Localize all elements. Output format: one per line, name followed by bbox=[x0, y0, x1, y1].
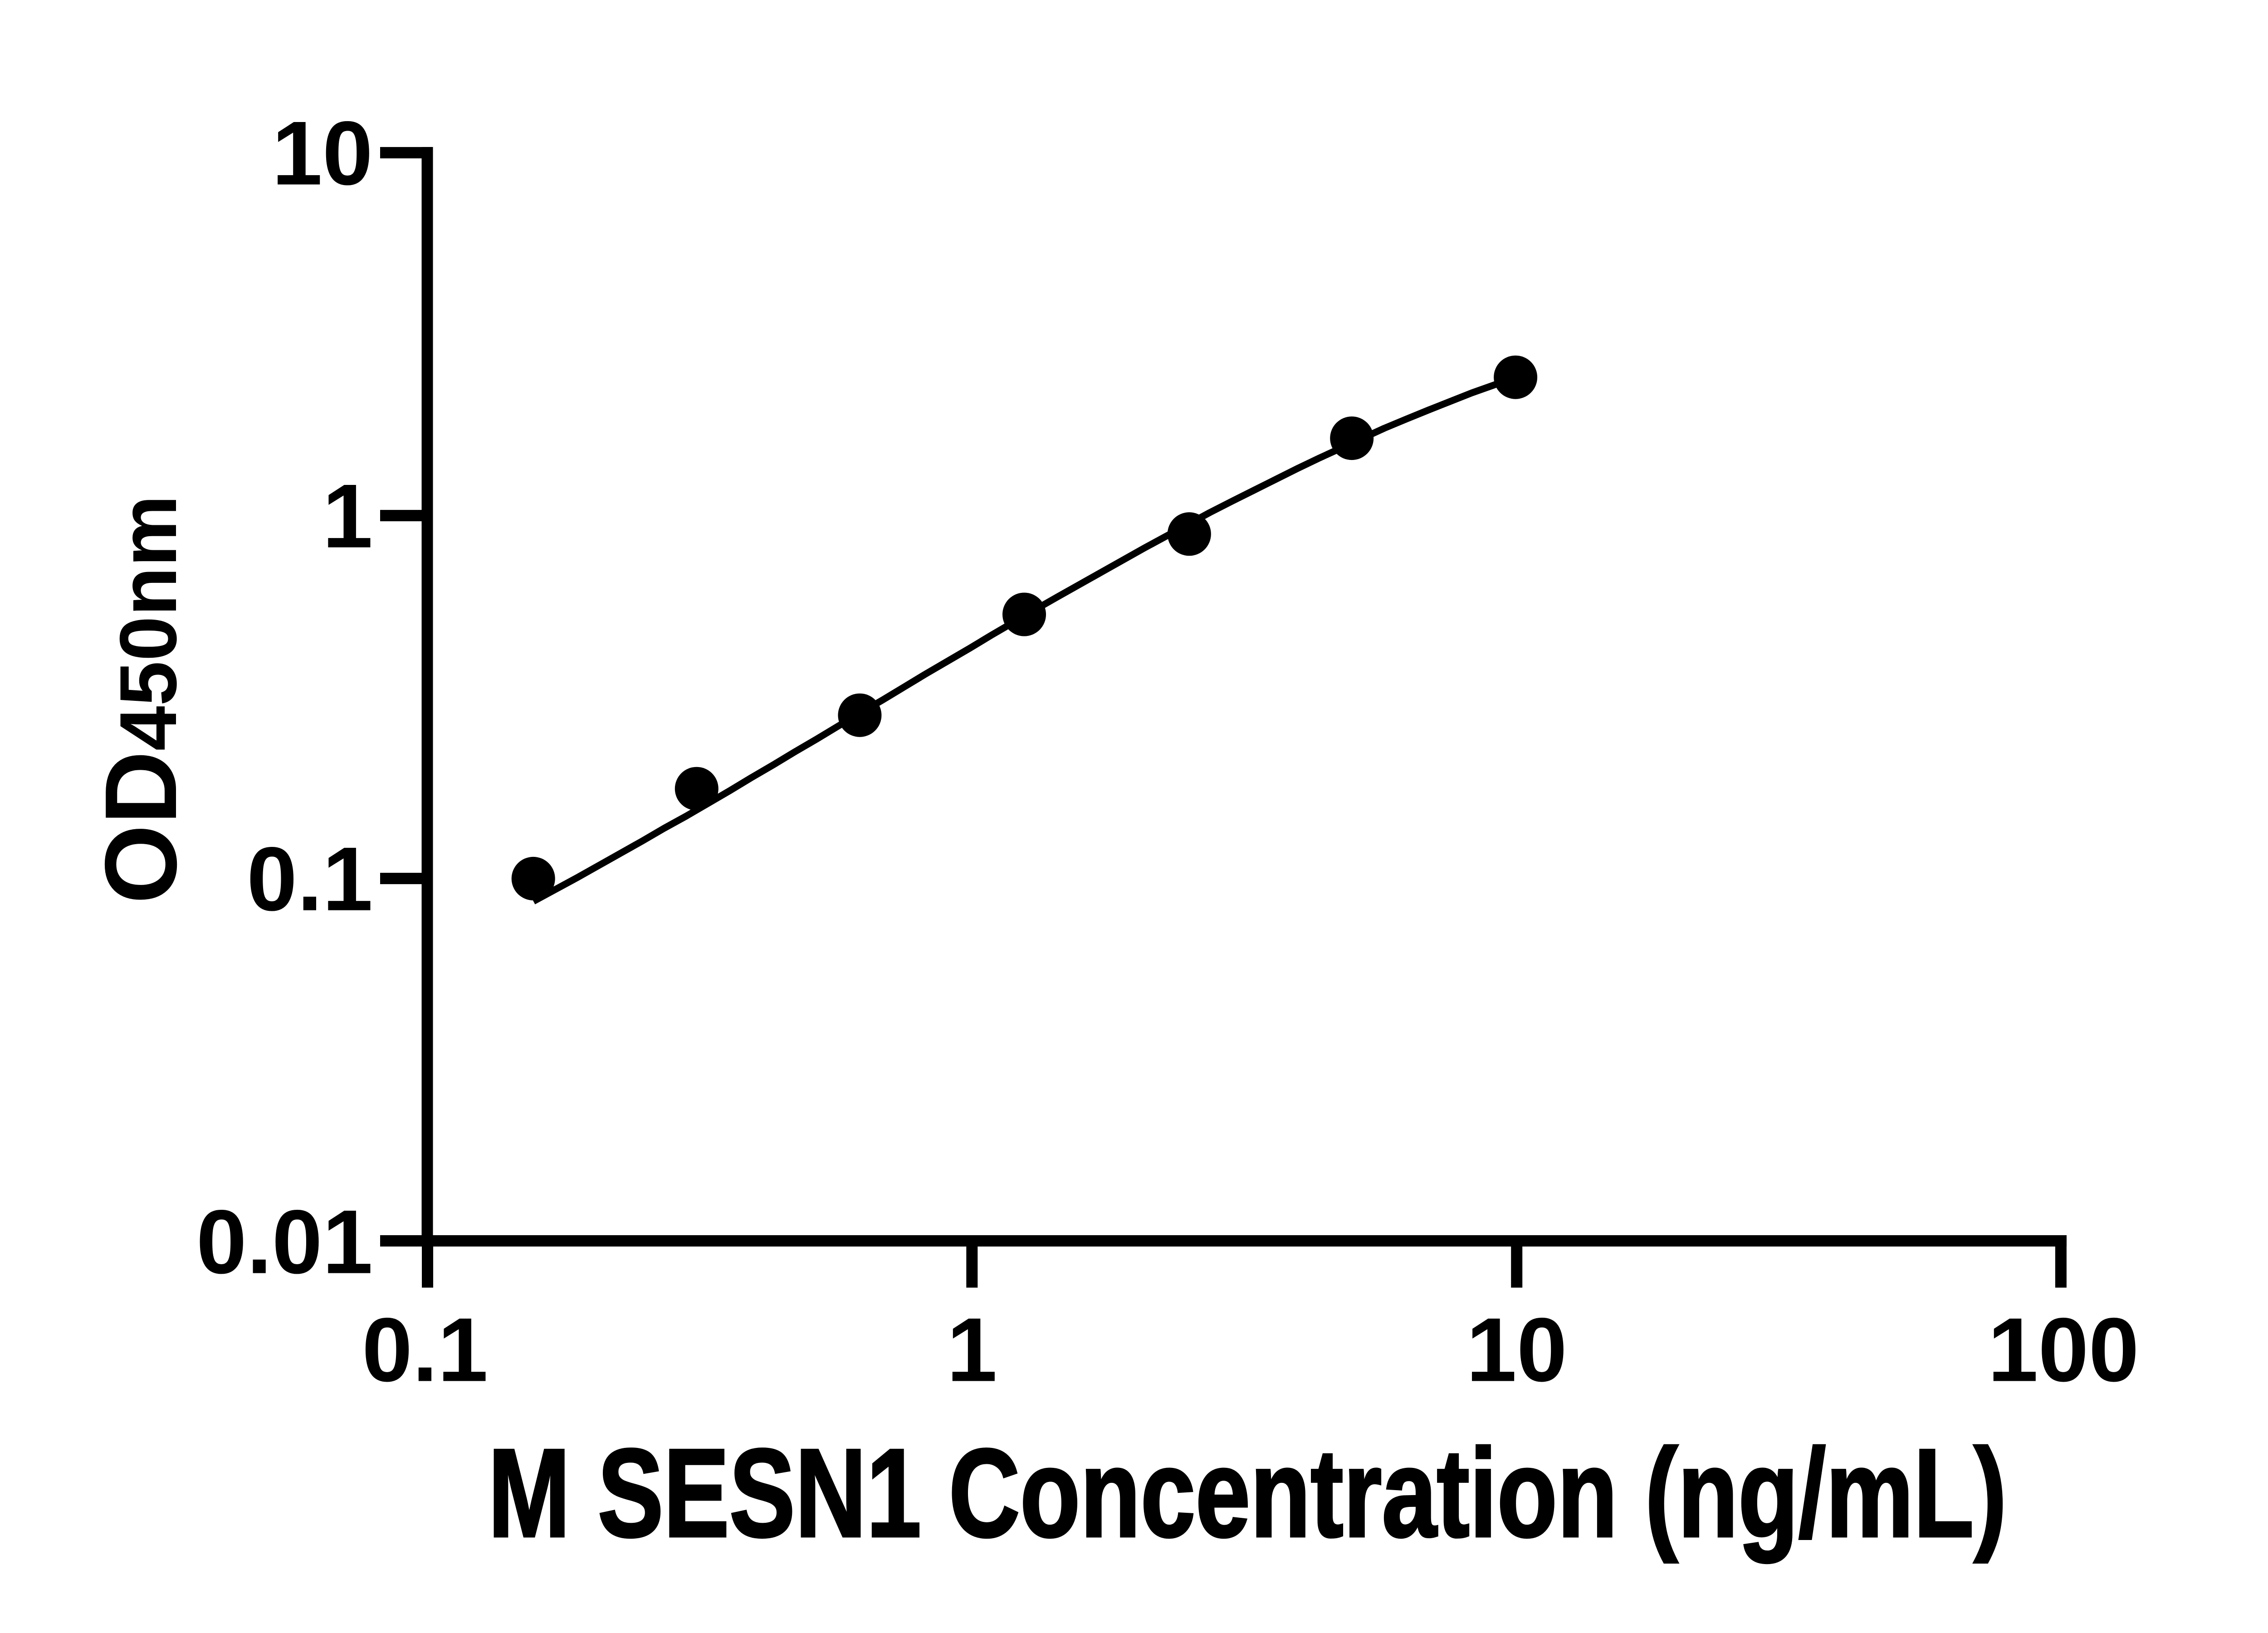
svg-text:M SESN1 Concentration (ng/mL): M SESN1 Concentration (ng/mL) bbox=[488, 1423, 2007, 1564]
svg-text:1: 1 bbox=[323, 466, 373, 567]
svg-text:100: 100 bbox=[1988, 1300, 2139, 1401]
svg-text:10: 10 bbox=[1466, 1300, 1567, 1401]
svg-text:0.1: 0.1 bbox=[362, 1300, 488, 1401]
svg-text:10: 10 bbox=[272, 103, 373, 204]
svg-text:0.01: 0.01 bbox=[196, 1192, 373, 1293]
svg-text:0.1: 0.1 bbox=[247, 829, 373, 930]
svg-text:1: 1 bbox=[947, 1300, 997, 1401]
